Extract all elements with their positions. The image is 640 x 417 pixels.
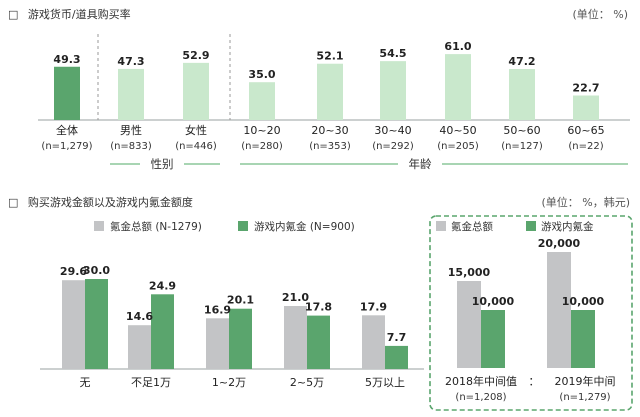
- legend-swatch-green: [526, 221, 536, 231]
- chart1-bar: [317, 63, 343, 120]
- median-box: [429, 215, 633, 411]
- median-bar-ingame: [481, 310, 505, 368]
- chart1-category-label: 40~50: [439, 124, 476, 137]
- chart1-category-label: 50~60: [503, 124, 540, 137]
- legend-swatch-gray: [94, 221, 104, 231]
- legend-label: 氪金总额 (N-1279): [110, 220, 202, 233]
- chart1-value-label: 52.1: [316, 50, 343, 63]
- median-bar-total: [547, 252, 571, 368]
- chart2-value-label: 29.6: [60, 265, 87, 278]
- chart2-category-label: 无: [80, 376, 91, 389]
- median-bar-ingame: [571, 310, 595, 368]
- chart2-value-label: 21.0: [282, 291, 309, 304]
- legend-swatch-gray: [436, 221, 446, 231]
- chart1-bar: [380, 61, 406, 120]
- chart1-value-label: 52.9: [182, 49, 209, 62]
- chart1-sample-label: (n=280): [241, 141, 283, 152]
- median-sample-label: (n=1,279): [559, 392, 610, 403]
- chart1-bar: [183, 62, 209, 120]
- chart1-value-label: 35.0: [248, 68, 275, 81]
- median-value-label: 20,000: [538, 237, 581, 250]
- chart2-bar-total: [206, 318, 229, 369]
- chart1-sample-label: (n=833): [110, 141, 152, 152]
- chart2-header: □ 购买游戏金额以及游戏内氪金额度: [8, 194, 193, 210]
- chart1-sample-label: (n=292): [372, 141, 414, 152]
- chart2-value-label: 17.8: [305, 301, 332, 314]
- header-marker-2: □: [8, 196, 19, 209]
- chart2-bar-ingame: [151, 294, 174, 369]
- chart1-category-label: 20~30: [311, 124, 348, 137]
- header-marker-1: □: [8, 8, 19, 21]
- chart1-sample-label: (n=353): [309, 141, 351, 152]
- chart1-value-label: 47.2: [508, 55, 535, 68]
- median-separator: ：: [529, 375, 540, 388]
- chart1-title: 游戏货币/道具购买率: [27, 8, 131, 21]
- chart1-category-label: 60~65: [567, 124, 604, 137]
- chart1-header: □ 游戏货币/道具购买率: [8, 6, 131, 22]
- chart2-bar-total: [128, 325, 151, 369]
- chart1-category-label: 男性: [120, 123, 142, 137]
- chart1-bar: [54, 66, 80, 120]
- chart1-value-label: 61.0: [444, 40, 471, 53]
- chart1-category-label: 女性: [185, 123, 207, 137]
- chart1-category-label: 30~40: [374, 124, 411, 137]
- chart2-unit: (单位： %，韩元): [541, 196, 630, 209]
- chart2-category-label: 1~2万: [212, 376, 246, 389]
- median-bar-total: [457, 281, 481, 368]
- chart1-sample-label: (n=127): [501, 141, 543, 152]
- chart1-sample-label: (n=22): [568, 141, 603, 152]
- median-value-label: 10,000: [562, 295, 605, 308]
- chart2-category-label: 5万以上: [365, 376, 405, 389]
- legend-swatch-green: [238, 221, 248, 231]
- chart2-value-label: 17.9: [360, 300, 387, 313]
- legend-label: 游戏内氪金: [541, 220, 594, 233]
- chart2-bar-total: [62, 280, 85, 369]
- chart2-bar-ingame: [229, 308, 252, 369]
- chart1-sample-label: (n=1,279): [41, 141, 92, 152]
- chart1-value-label: 47.3: [117, 55, 144, 68]
- chart1-sample-label: (n=446): [175, 141, 217, 152]
- chart2-value-label: 7.7: [387, 331, 407, 344]
- median-category-label: 2019年中间: [555, 374, 616, 388]
- chart2-title: 购买游戏金额以及游戏内氪金额度: [27, 196, 193, 209]
- median-value-label: 10,000: [472, 295, 515, 308]
- chart1-group-label: 性别: [151, 157, 174, 171]
- chart2-value-label: 16.9: [204, 303, 231, 316]
- legend-label: 氪金总额: [451, 220, 493, 233]
- chart1-unit: (单位： %): [572, 8, 628, 21]
- chart1-value-label: 49.3: [53, 53, 80, 66]
- chart1-value-label: 54.5: [379, 47, 406, 60]
- median-sample-label: (n=1,208): [455, 392, 506, 403]
- chart2-value-label: 20.1: [227, 294, 254, 307]
- median-value-label: 15,000: [448, 266, 491, 279]
- chart1-sample-label: (n=205): [437, 141, 479, 152]
- chart1-category-label: 10~20: [243, 124, 280, 137]
- chart2-bar-ingame: [85, 279, 108, 369]
- chart1-value-label: 22.7: [572, 81, 599, 94]
- chart2-bar-total: [284, 306, 307, 369]
- median-category-label: 2018年中间值: [445, 374, 517, 388]
- chart2-bar-total: [362, 315, 385, 369]
- chart2-value-label: 24.9: [149, 279, 176, 292]
- chart2-value-label: 14.6: [126, 310, 153, 323]
- purchase-rate-chart: 49.3 全体 (n=1,279) 47.3 男性 (n=833) 52.9 女性 (n=446…: [38, 34, 630, 171]
- chart1-category-label: 全体: [56, 123, 78, 137]
- chart2-bar-ingame: [307, 315, 330, 369]
- chart2-category-label: 2~5万: [290, 376, 324, 389]
- chart1-bar: [445, 54, 471, 121]
- chart2-category-label: 不足1万: [131, 376, 171, 389]
- chart2-value-label: 30.0: [83, 264, 110, 277]
- chart2-bar-ingame: [385, 345, 408, 369]
- chart1-bar: [118, 68, 144, 120]
- chart1-group-label: 年龄: [409, 157, 432, 171]
- chart1-bar: [573, 95, 599, 120]
- chart1-bar: [249, 82, 275, 120]
- legend-label: 游戏内氪金 (N=900): [254, 220, 355, 233]
- chart1-bar: [509, 69, 535, 120]
